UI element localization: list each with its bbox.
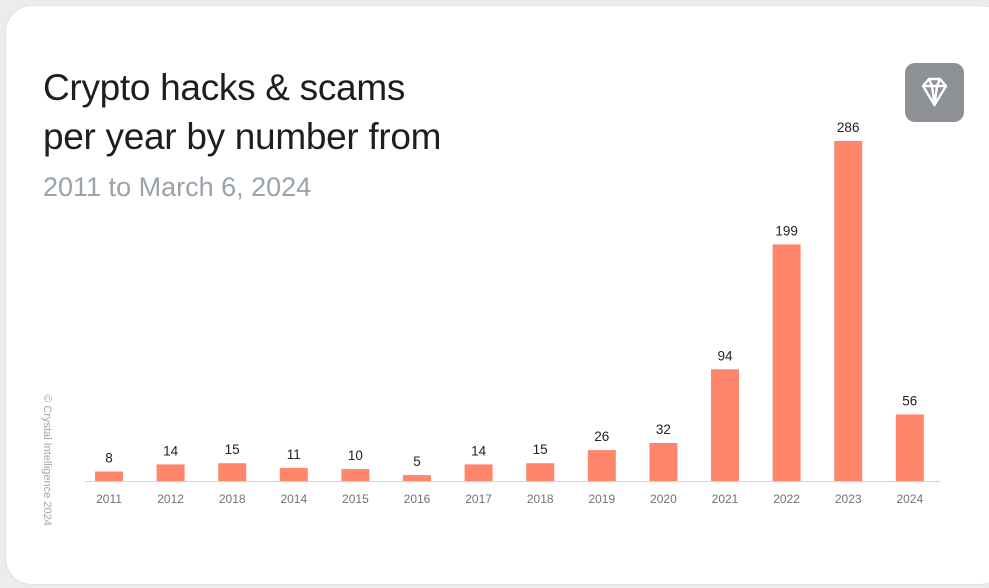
bar-value-label: 14 — [163, 443, 179, 458]
chart-subtitle: 2011 to March 6, 2024 — [43, 172, 312, 202]
x-tick-label: 2018 — [527, 492, 554, 506]
x-tick-label: 2024 — [896, 492, 923, 506]
bar-2019-8 — [587, 450, 616, 481]
bar-2011-0 — [95, 471, 123, 481]
bar-2015-4 — [341, 469, 370, 481]
bar-2023-12 — [834, 141, 863, 481]
diamond-icon — [921, 77, 948, 107]
bar-2014-3 — [279, 467, 308, 481]
bar-2018-7 — [526, 463, 555, 481]
bar-2018-2 — [218, 463, 247, 481]
bar-value-label: 199 — [775, 223, 798, 238]
bar-2016-5 — [403, 475, 431, 481]
bar-value-label: 14 — [471, 443, 487, 458]
bar-2020-9 — [649, 443, 678, 481]
bar-2012-1 — [156, 464, 185, 481]
bar-value-label: 56 — [902, 393, 917, 408]
value-labels-group: 8 14 15 11 10 5 14 15 26 32 94 199 286 56 — [105, 120, 917, 469]
bar-value-label: 15 — [533, 442, 548, 457]
chart-title: Crypto hacks & scams per year by number … — [43, 63, 563, 161]
x-tick-label: 2018 — [219, 492, 246, 506]
bar-2022-11 — [772, 244, 801, 481]
bar-value-label: 26 — [594, 429, 609, 444]
chart-card — [6, 6, 989, 584]
bar-2024-13 — [895, 414, 924, 481]
x-tick-labels-group: 2011 2012 2018 2014 2015 2016 2017 2018 2019 2020… — [96, 492, 923, 506]
x-tick-label: 2023 — [835, 492, 862, 506]
bar-value-label: 15 — [225, 442, 240, 457]
bar-2021-10 — [711, 369, 739, 481]
bar-value-label: 11 — [287, 447, 301, 462]
x-tick-label: 2016 — [404, 492, 431, 506]
bar-value-label: 10 — [348, 448, 363, 463]
bar-value-label: 5 — [413, 454, 421, 469]
chart-title-line-2: per year by number from — [43, 116, 442, 157]
x-tick-label: 2012 — [157, 492, 184, 506]
x-tick-label: 2021 — [712, 492, 739, 506]
bar-value-label: 94 — [717, 348, 733, 363]
x-tick-label: 2015 — [342, 492, 369, 506]
bar-value-label: 286 — [837, 120, 860, 135]
x-tick-label: 2019 — [588, 492, 615, 506]
brand-logo — [905, 63, 964, 122]
bars-group — [95, 141, 924, 481]
bar-value-label: 32 — [656, 422, 671, 437]
x-tick-label: 2020 — [650, 492, 677, 506]
x-tick-label: 2022 — [773, 492, 800, 506]
x-tick-label: 2011 — [96, 492, 122, 506]
x-tick-label: 2017 — [465, 492, 492, 506]
bar-2017-6 — [464, 464, 493, 481]
chart-title-line-1: Crypto hacks & scams — [43, 67, 406, 108]
bar-value-label: 8 — [105, 451, 113, 466]
x-tick-label: 2014 — [280, 492, 307, 506]
